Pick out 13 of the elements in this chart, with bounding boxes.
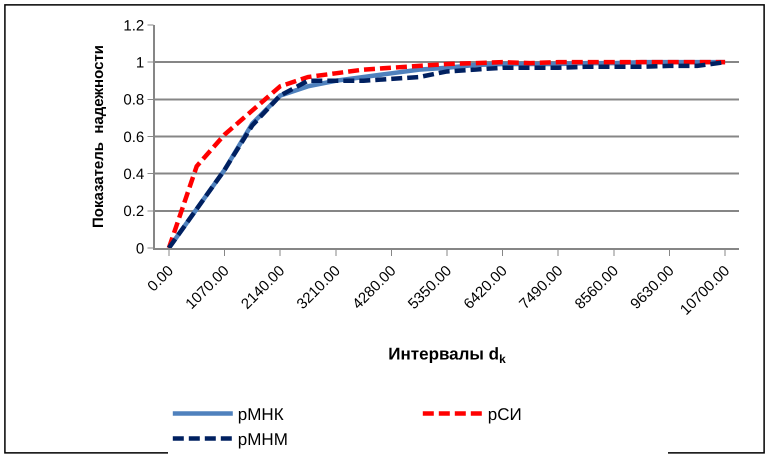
y-tick-label: 1 [136,54,144,72]
x-tick-label: 0.00 [144,262,178,296]
y-tick-label: 1.2 [123,17,144,34]
y-tick-label: 0 [136,240,144,258]
legend-label: pМНМ [238,430,288,450]
y-tick-label: 0.6 [123,128,144,146]
x-axis-title: Интервалы d$_{k}$ [388,344,506,366]
y-tick-label: 0.2 [123,203,144,220]
legend-label: pСИ [488,405,522,424]
legend-label: pМНК [238,405,284,424]
y-tick-label: 0.8 [123,92,144,109]
y-tick-label: 0.4 [123,166,144,183]
y-axis-title: Показатель надежности [90,45,108,228]
